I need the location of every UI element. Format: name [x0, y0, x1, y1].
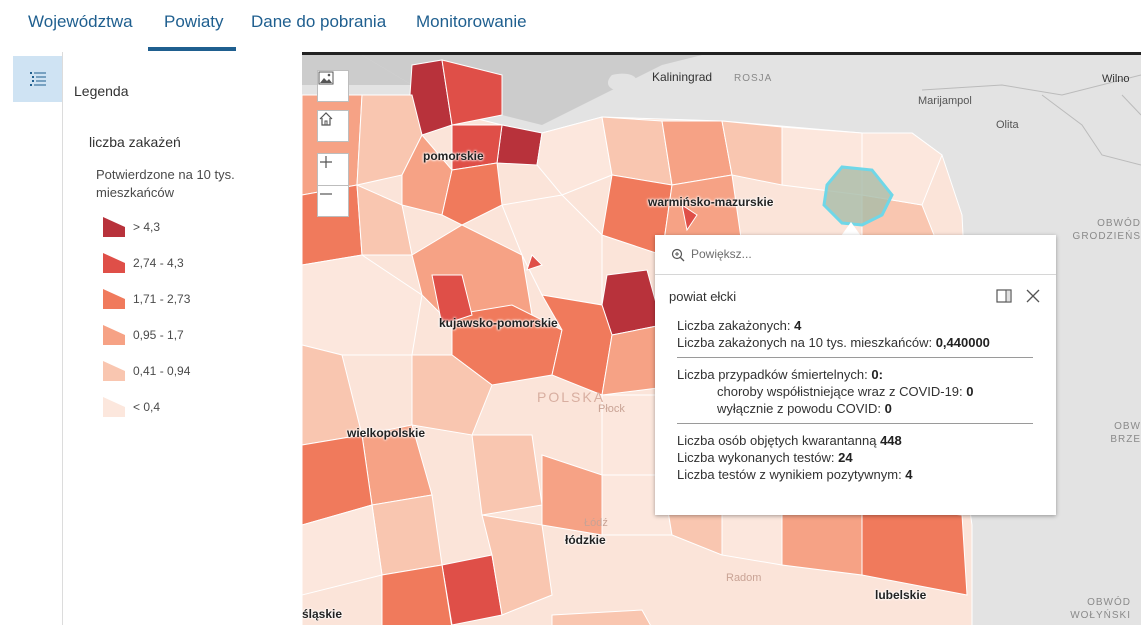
popup-title: powiat ełcki — [669, 289, 737, 304]
row-testy: Liczba wykonanych testów: 24 — [677, 450, 853, 465]
close-icon[interactable] — [1026, 289, 1040, 303]
home-icon — [319, 112, 333, 126]
legend-class-label: 1,71 - 2,73 — [133, 292, 191, 306]
legend-swatch — [103, 217, 125, 237]
border-line — [1041, 94, 1141, 166]
legend-class-label: 0,41 - 0,94 — [133, 364, 191, 378]
legend-title: Legenda — [74, 83, 129, 99]
tab-dane-do-pobrania[interactable]: Dane do pobrania — [251, 12, 387, 31]
place-radom: Radom — [726, 572, 762, 584]
popup-pointer — [841, 222, 861, 236]
zoom-out-button[interactable] — [317, 185, 349, 217]
basemap-button[interactable] — [317, 70, 349, 102]
tab-wojewodztwa[interactable]: Województwa — [28, 12, 133, 31]
place-rosja: ROSJA — [734, 73, 773, 84]
legend-class-label: > 4,3 — [133, 220, 161, 234]
row-covid: wyłącznie z powodu COVID: 0 — [717, 401, 892, 416]
zoom-to-label[interactable]: Powiększ... — [691, 247, 752, 261]
zoom-magnifier-icon — [671, 248, 685, 262]
place-lodz: Łódź — [584, 517, 608, 529]
place-marijampol: Marijampol — [918, 95, 972, 107]
place-obwod-wolynski: OBWÓD WOŁYŃSKI — [1070, 597, 1131, 621]
legend-swatch — [103, 253, 125, 273]
map-label-kujawsko-pomorskie: kujawsko-pomorskie — [439, 316, 558, 330]
place-kaliningrad: Kaliningrad — [652, 70, 713, 84]
list-icon — [29, 72, 46, 86]
legend-swatch — [103, 361, 125, 381]
tab-monitorowanie[interactable]: Monitorowanie — [416, 12, 527, 31]
place-obwod-brzeski: OBW BRZE — [1110, 421, 1141, 445]
tab-powiaty[interactable]: Powiaty — [164, 12, 224, 31]
legend-class-label: 0,95 - 1,7 — [133, 328, 184, 342]
popup-content: Liczba zakażonych: 4 Liczba zakażonych n… — [677, 317, 1037, 483]
feature-popup: Powiększ... powiat ełcki Liczba zakażony… — [655, 235, 1056, 515]
powiat-elcki-highlight[interactable] — [822, 165, 894, 227]
popup-zoom-bar[interactable]: Powiększ... — [655, 235, 1056, 275]
home-button[interactable] — [317, 110, 349, 142]
row-smiertelnych: Liczba przypadków śmiertelnych: 0: — [677, 367, 883, 382]
image-icon — [318, 71, 334, 85]
map-label-lodzkie: łódzkie — [565, 533, 606, 547]
land-spit — [607, 73, 637, 91]
border-line — [921, 74, 1141, 96]
place-olita: Olita — [996, 119, 1019, 131]
map-label-lubelskie: lubelskie — [875, 588, 927, 602]
minus-icon — [320, 193, 332, 195]
legend-panel: Legenda liczba zakażeń Potwierdzone na 1… — [63, 52, 301, 625]
row-choroby: choroby współistniejące wraz z COVID-19:… — [717, 384, 974, 399]
dock-icon[interactable] — [996, 289, 1012, 303]
border-line — [1121, 94, 1141, 116]
map-label-wielkopolskie: wielkopolskie — [347, 426, 426, 440]
legend-class-label: < 0,4 — [133, 400, 161, 414]
legend-swatch — [103, 325, 125, 345]
place-polska: POLSKA — [537, 389, 606, 405]
legend-class-label: 2,74 - 4,3 — [133, 256, 184, 270]
zoom-in-button[interactable] — [317, 153, 349, 185]
divider — [677, 357, 1033, 358]
left-rail — [0, 52, 63, 625]
row-zakazonych: Liczba zakażonych: 4 — [677, 318, 802, 333]
legend-layer-name: liczba zakażeń — [89, 134, 181, 150]
legend-swatch — [103, 397, 125, 417]
legend-toggle-button[interactable] — [13, 56, 62, 102]
legend-field-name: Potwierdzone na 10 tys. mieszkańców — [96, 167, 235, 200]
map-label-warminsko-mazurskie: warmińsko-mazurskie — [648, 195, 774, 209]
top-tabs: Województwa Powiaty Dane do pobrania Mon… — [0, 0, 1141, 52]
legend-swatch — [103, 289, 125, 309]
map-label-slaskie: śląskie — [302, 607, 343, 621]
place-obwod-grodzienski: OBWÓD GRODZIEŃS — [1072, 218, 1141, 242]
plus-icon — [320, 156, 332, 168]
row-na10: Liczba zakażonych na 10 tys. mieszkańców… — [677, 335, 990, 350]
row-kwarantanna: Liczba osób objętych kwarantanną 448 — [677, 433, 902, 448]
active-tab-indicator — [148, 47, 236, 51]
place-wilno: Wilno — [1102, 73, 1130, 85]
map-label-pomorskie: pomorskie — [423, 149, 484, 163]
divider — [677, 423, 1033, 424]
row-pozytywne: Liczba testów z wynikiem pozytywnym: 4 — [677, 467, 913, 482]
place-plock: Płock — [598, 403, 625, 415]
